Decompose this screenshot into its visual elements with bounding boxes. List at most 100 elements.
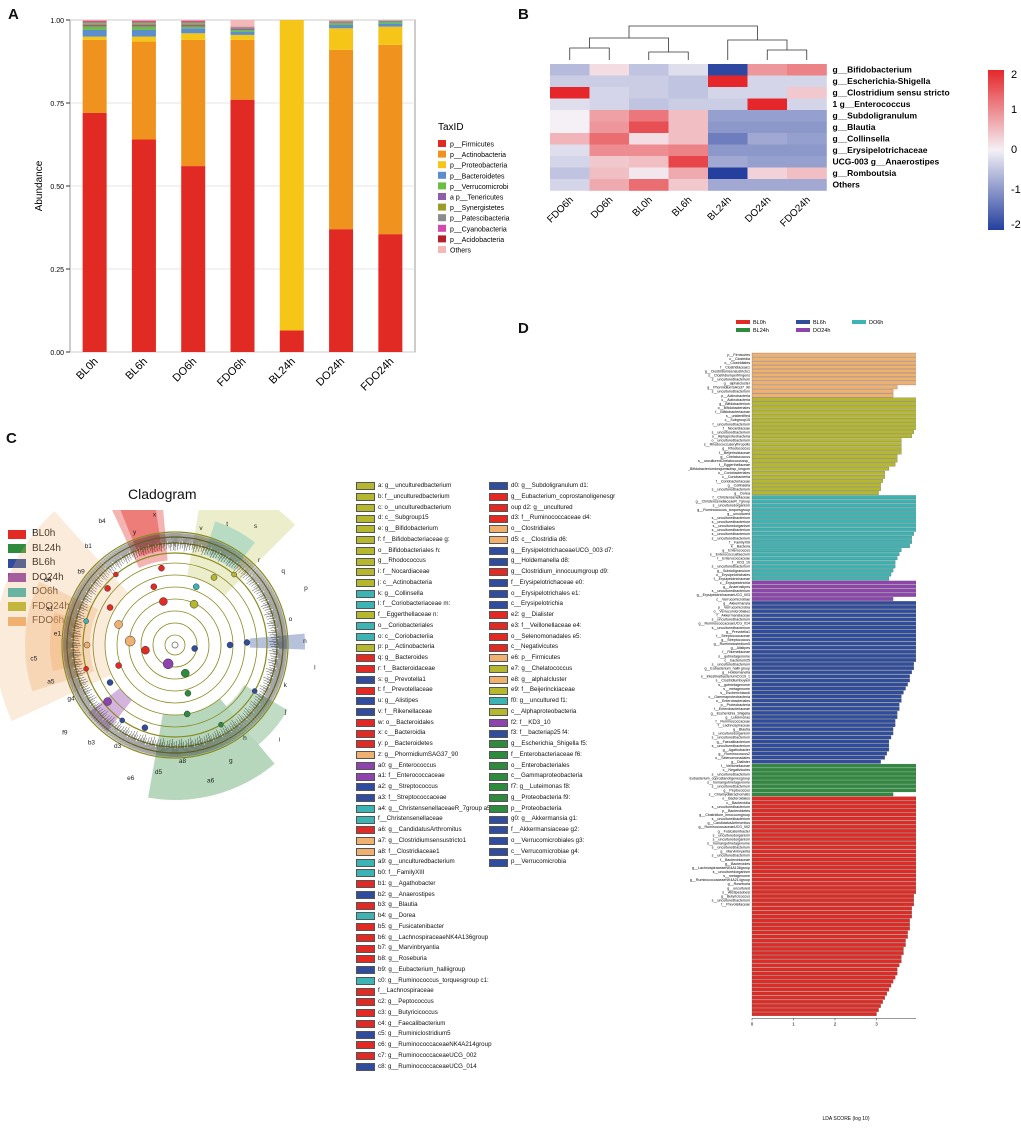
clade-letter-label: a5 [47,679,55,686]
leaf-spoke [124,544,131,556]
leaf-spoke [264,609,282,616]
key-label: g__Holdemanella d8: [511,557,570,565]
cladogram-key-item: c5: g__Ruminiclostridium5 [356,1029,492,1040]
cladogram-key-item: b4: g__Dorea [356,911,492,922]
cladogram-key-item: d0: g__Subdoligranulum d1: [489,481,615,492]
lda-bar [751,568,894,573]
clade-letter-label: g [229,757,233,764]
lda-bar-label: c__Actinobacteria [721,398,750,402]
leaf-spoke [270,675,282,680]
clade-node [158,564,165,572]
heatmap-cell [708,121,748,134]
lda-bar-label: f__Enterococcaceae [717,557,750,561]
lda-bar [751,861,916,866]
lda-bar [751,629,916,634]
lda-bar-label: p__Firmicutes [727,353,750,357]
leaf-spoke [205,734,212,751]
legend-swatch [438,235,446,243]
leaf-spoke [261,584,270,590]
lda-bar [751,527,916,532]
leaf-spoke [273,618,284,622]
leaf-spoke [271,658,286,661]
leaf-spoke [194,747,197,755]
leaf-spoke [83,702,94,711]
taxonomy-ring [92,562,258,728]
lda-bar [751,511,916,516]
lda-bar [751,711,898,715]
key-swatch [489,568,508,577]
leaf-spoke [88,573,102,585]
lda-bar [751,588,916,593]
heatmap-cell [589,144,630,157]
leaf-spoke [266,619,285,625]
leaf-spoke [220,546,228,559]
lda-bar [751,910,912,915]
key-label: b2: g__Anaerostipes [378,890,435,898]
leaf-spoke [86,576,95,584]
lda-bar-label: s__unculturedorganism [713,524,750,528]
lda-bar-label: s__Enterococcusfaecium [710,553,750,557]
lda-bar-label: g__uncultured [727,512,750,516]
leaf-spoke [97,563,110,576]
cladogram-key-item: f__Christensenellaceae [356,814,492,825]
leaf-spoke [273,654,287,656]
row-label: g__Romboutsia [833,168,897,178]
clade-node [210,574,218,581]
cladogram-key-item: a: g__unculturedbacterium [356,481,492,492]
lda-bar-label: f__Beijerinckiaceae [719,451,750,455]
x-tick-label: 3 [875,1021,878,1026]
leaf-spoke [260,590,274,598]
clade-letter-label: v [199,525,203,532]
lda-bar-label: p__Actinobacteria [721,394,750,398]
leaf-spoke [250,700,266,712]
clade-letter-label: x [153,512,157,519]
lda-bar-label: f__Erysipelotrichaceae [714,577,750,581]
bar-segment [131,24,156,27]
lda-bar [751,450,902,455]
leaf-spoke [158,534,161,546]
heatmap-cell [668,64,709,76]
panel-c-label: C [6,430,17,447]
leaf-spoke [226,726,236,740]
leaf-spoke [79,696,91,704]
cladogram-key-item: f0: g__uncultured f1: [489,696,615,707]
key-swatch [356,686,375,695]
leaf-spoke [248,574,263,586]
leaf-spoke [194,535,198,550]
heatmap-cell [550,98,590,111]
leaf-spoke [64,658,81,662]
cladogram-key-item: z: g__PhormidiumSAG37_90 [356,750,492,761]
leaf-spoke [186,533,189,551]
leaf-spoke [78,693,93,703]
bar-segment [82,112,107,353]
leaf-spoke [66,618,82,623]
leaf-spoke [69,676,85,683]
lda-bar [751,466,890,471]
key-label: b: f__unculturedbacterium [378,492,450,500]
x-axis-label: LDA SCORE (log 10) [823,1116,870,1122]
leaf-spoke [226,732,233,742]
cladogram-legend-item: BL6h [8,556,70,571]
legend-swatch [438,193,446,200]
leaf-spoke [273,613,283,617]
leaf-spoke [166,747,169,757]
leaf-spoke [158,738,162,756]
lda-bar-label: o__Alphaproteobacteria [712,435,750,439]
leaf-spoke [69,677,81,682]
cladogram-key-item: a1: f__Enterococcaceae [356,771,492,782]
lda-bar [751,731,894,736]
leaf-spoke [259,690,274,699]
clade-letter-label: n [303,638,307,645]
lda-bar [751,617,916,622]
cladogram-legend-item: BL0h [8,527,70,542]
cladogram-key-item: b8: g__Roseburia [356,954,492,965]
leaf-spoke [211,540,215,548]
bar-segment [378,44,403,235]
key-swatch [489,536,508,545]
leaf-spoke [137,539,142,550]
legend-swatch [8,587,26,597]
leaf-spoke [98,562,107,573]
leaf-spoke [66,617,79,622]
bar-segment [131,139,156,352]
leaf-spoke [234,727,241,736]
